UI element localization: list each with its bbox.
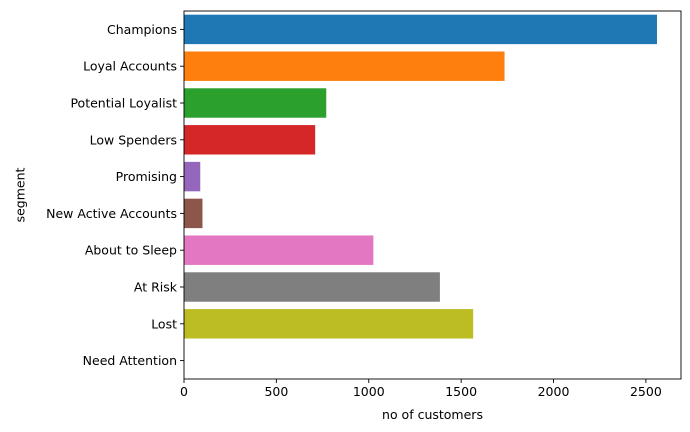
bar-at-risk bbox=[184, 272, 440, 302]
y-tick-label: Potential Loyalist bbox=[70, 96, 177, 111]
x-axis-label: no of customers bbox=[382, 407, 483, 422]
x-tick-label: 2500 bbox=[630, 384, 662, 399]
x-axis-ticks: 0 500 1000 1500 2000 2500 bbox=[180, 379, 662, 399]
plot-frame bbox=[183, 10, 682, 380]
y-tick-label: Low Spenders bbox=[90, 132, 177, 147]
x-tick-label: 0 bbox=[180, 384, 188, 399]
y-tick-label: About to Sleep bbox=[85, 243, 177, 258]
bar-potential-loyalist bbox=[184, 88, 327, 118]
bar-loyal-accounts bbox=[184, 51, 505, 81]
y-axis-label: segment bbox=[13, 167, 28, 222]
y-tick-label: New Active Accounts bbox=[46, 206, 177, 221]
bar-lost bbox=[184, 309, 474, 339]
y-tick-label: Promising bbox=[116, 169, 177, 184]
bars-group bbox=[184, 14, 657, 339]
x-tick-label: 500 bbox=[264, 384, 288, 399]
x-tick-label: 1500 bbox=[445, 384, 477, 399]
y-tick-label: Champions bbox=[107, 22, 177, 37]
x-tick-label: 2000 bbox=[538, 384, 570, 399]
bar-about-to-sleep bbox=[184, 235, 374, 265]
y-tick-label: Lost bbox=[151, 316, 177, 331]
y-axis-ticks: Champions Loyal Accounts Potential Loyalis… bbox=[46, 22, 184, 368]
y-tick-label: Loyal Accounts bbox=[83, 59, 177, 74]
bar-promising bbox=[184, 161, 201, 192]
bar-low-spenders bbox=[184, 125, 316, 155]
bar-new-active-accounts bbox=[184, 198, 203, 229]
y-tick-label: Need Attention bbox=[83, 353, 177, 368]
y-tick-label: At Risk bbox=[134, 280, 178, 295]
bar-champions bbox=[184, 14, 657, 45]
x-tick-label: 1000 bbox=[353, 384, 385, 399]
